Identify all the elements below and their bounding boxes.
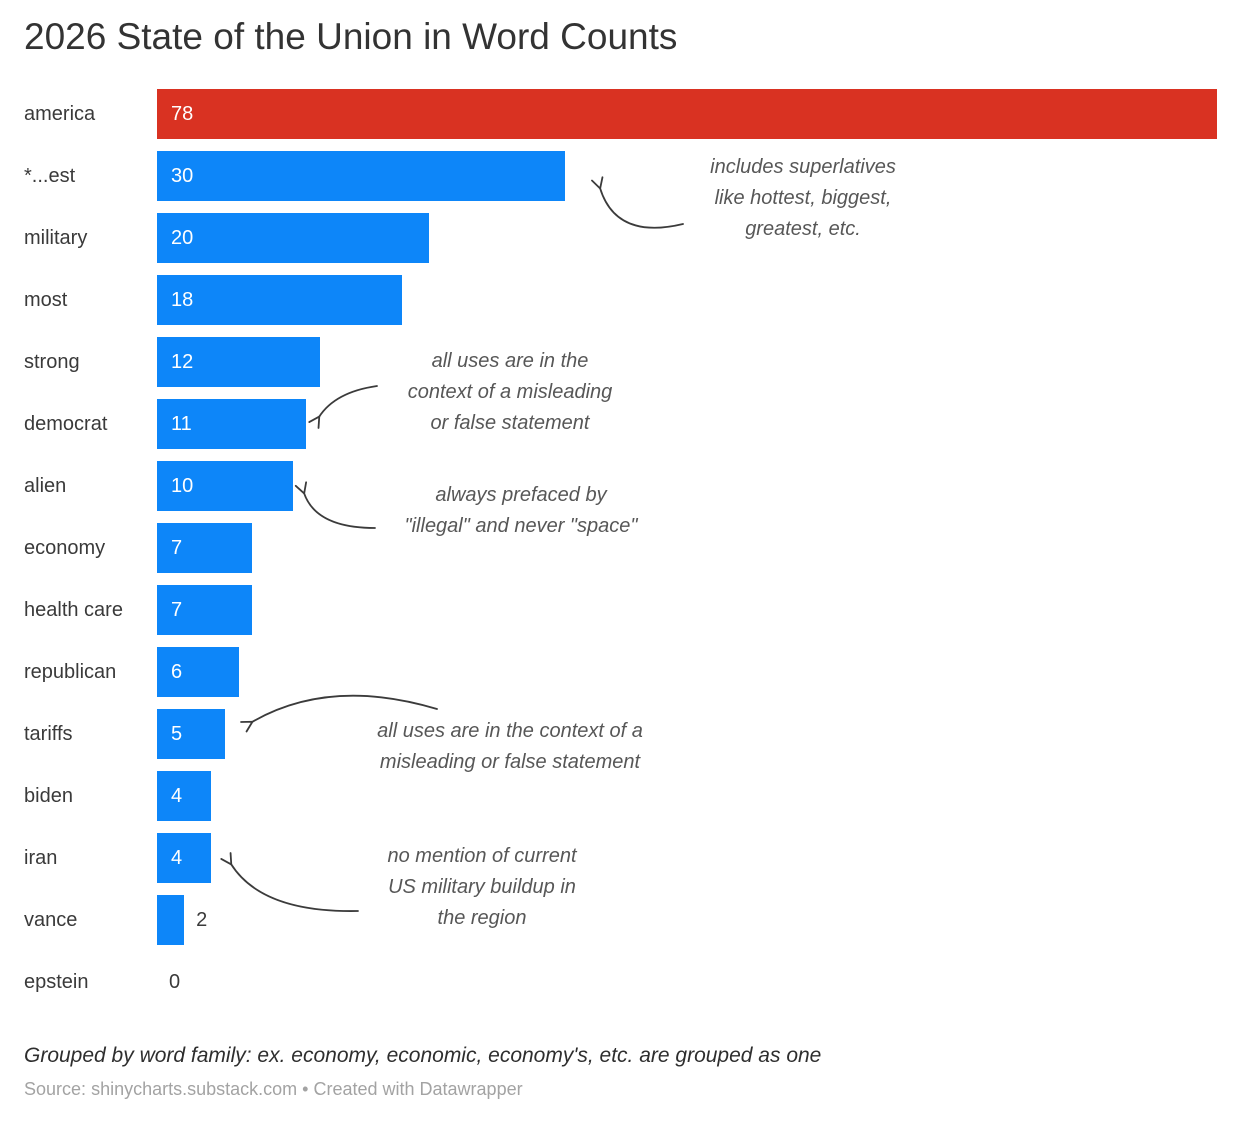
bar-area: 20 20 (157, 207, 1217, 269)
bar-most[interactable]: 18 (157, 275, 402, 325)
category-label: america (24, 102, 96, 125)
bar-republican[interactable]: 6 (157, 647, 239, 697)
bar-area: 0 0 (157, 951, 1217, 1013)
chart-row-economy: economy 7 7 (24, 517, 1217, 579)
category-label: military (24, 226, 88, 249)
category-label: democrat (24, 412, 108, 435)
bar-area: 11 11 (157, 393, 1217, 455)
value-label-outside: 2 (196, 908, 208, 931)
bar-area: 5 5 (157, 703, 1217, 765)
bar-vance[interactable]: 2 (157, 895, 185, 945)
bar-economy[interactable]: 7 (157, 523, 253, 573)
category-label: most (24, 288, 68, 311)
bar-chart: america 78 78 *...est 30 30 military 20 … (0, 83, 1240, 1013)
chart-note: Grouped by word family: ex. economy, eco… (24, 1044, 822, 1067)
value-label: 12 (171, 350, 194, 373)
value-label: 11 (171, 412, 192, 435)
category-label: strong (24, 350, 80, 373)
bar-area: 4 4 (157, 765, 1217, 827)
source-line: Source: shinycharts.substack.com • Creat… (24, 1079, 523, 1100)
bar-tariffs[interactable]: 5 (157, 709, 225, 759)
bar-iran[interactable]: 4 (157, 833, 212, 883)
chart-row-america: america 78 78 (24, 83, 1217, 145)
bar-area: 30 30 (157, 145, 1217, 207)
chart-row-republican: republican 6 6 (24, 641, 1217, 703)
category-label: tariffs (24, 722, 73, 745)
value-label: 6 (171, 660, 183, 683)
value-label: 4 (171, 784, 183, 807)
bar-democrat[interactable]: 11 (157, 399, 307, 449)
chart-row-biden: biden 4 4 (24, 765, 1217, 827)
separator-dot: • (302, 1079, 309, 1099)
category-label: republican (24, 660, 117, 683)
bar-health-care[interactable]: 7 (157, 585, 253, 635)
bar-america[interactable]: 78 (157, 89, 1217, 139)
category-label: iran (24, 846, 58, 869)
bar-alien[interactable]: 10 (157, 461, 293, 511)
bar-strong[interactable]: 12 (157, 337, 321, 387)
datawrapper-credit-link[interactable]: Created with Datawrapper (313, 1079, 523, 1099)
category-label: vance (24, 908, 78, 931)
chart-row-health-care: health care 7 7 (24, 579, 1217, 641)
value-label: 30 (171, 164, 194, 187)
bar-area: 4 4 (157, 827, 1217, 889)
bar-area: 7 7 (157, 517, 1217, 579)
source-link[interactable]: shinycharts.substack.com (91, 1079, 298, 1099)
chart-row-alien: alien 10 10 (24, 455, 1217, 517)
category-label: alien (24, 474, 67, 497)
bar-area: 6 6 (157, 641, 1217, 703)
bar-area: 78 78 (157, 83, 1217, 145)
value-label: 20 (171, 226, 194, 249)
source-label: Source: (24, 1079, 87, 1099)
bar-area: 10 10 (157, 455, 1217, 517)
chart-row-strong: strong 12 12 (24, 331, 1217, 393)
category-label: *...est (24, 164, 76, 187)
page-title: 2026 State of the Union in Word Counts (24, 16, 678, 57)
bar-est[interactable]: 30 (157, 151, 565, 201)
category-label: biden (24, 784, 73, 807)
value-label: 4 (171, 846, 183, 869)
chart-row-tariffs: tariffs 5 5 (24, 703, 1217, 765)
value-label: 10 (171, 474, 194, 497)
bar-area: 18 18 (157, 269, 1217, 331)
value-label: 7 (171, 598, 183, 621)
value-label: 7 (171, 536, 183, 559)
chart-row-iran: iran 4 4 (24, 827, 1217, 889)
value-label-outside: 0 (169, 970, 181, 993)
category-label: health care (24, 598, 123, 621)
chart-row-est: *...est 30 30 (24, 145, 1217, 207)
bar-area: 12 12 (157, 331, 1217, 393)
bar-military[interactable]: 20 (157, 213, 429, 263)
bar-area: 2 2 (157, 889, 1217, 951)
chart-row-democrat: democrat 11 11 (24, 393, 1217, 455)
chart-row-military: military 20 20 (24, 207, 1217, 269)
value-label: 18 (171, 288, 194, 311)
category-label: economy (24, 536, 106, 559)
value-label: 5 (171, 722, 183, 745)
chart-row-most: most 18 18 (24, 269, 1217, 331)
chart-row-vance: vance 2 2 (24, 889, 1217, 951)
bar-area: 7 7 (157, 579, 1217, 641)
chart-row-epstein: epstein 0 0 (24, 951, 1217, 1013)
value-label: 78 (171, 102, 194, 125)
bar-biden[interactable]: 4 (157, 771, 212, 821)
category-label: epstein (24, 970, 89, 993)
